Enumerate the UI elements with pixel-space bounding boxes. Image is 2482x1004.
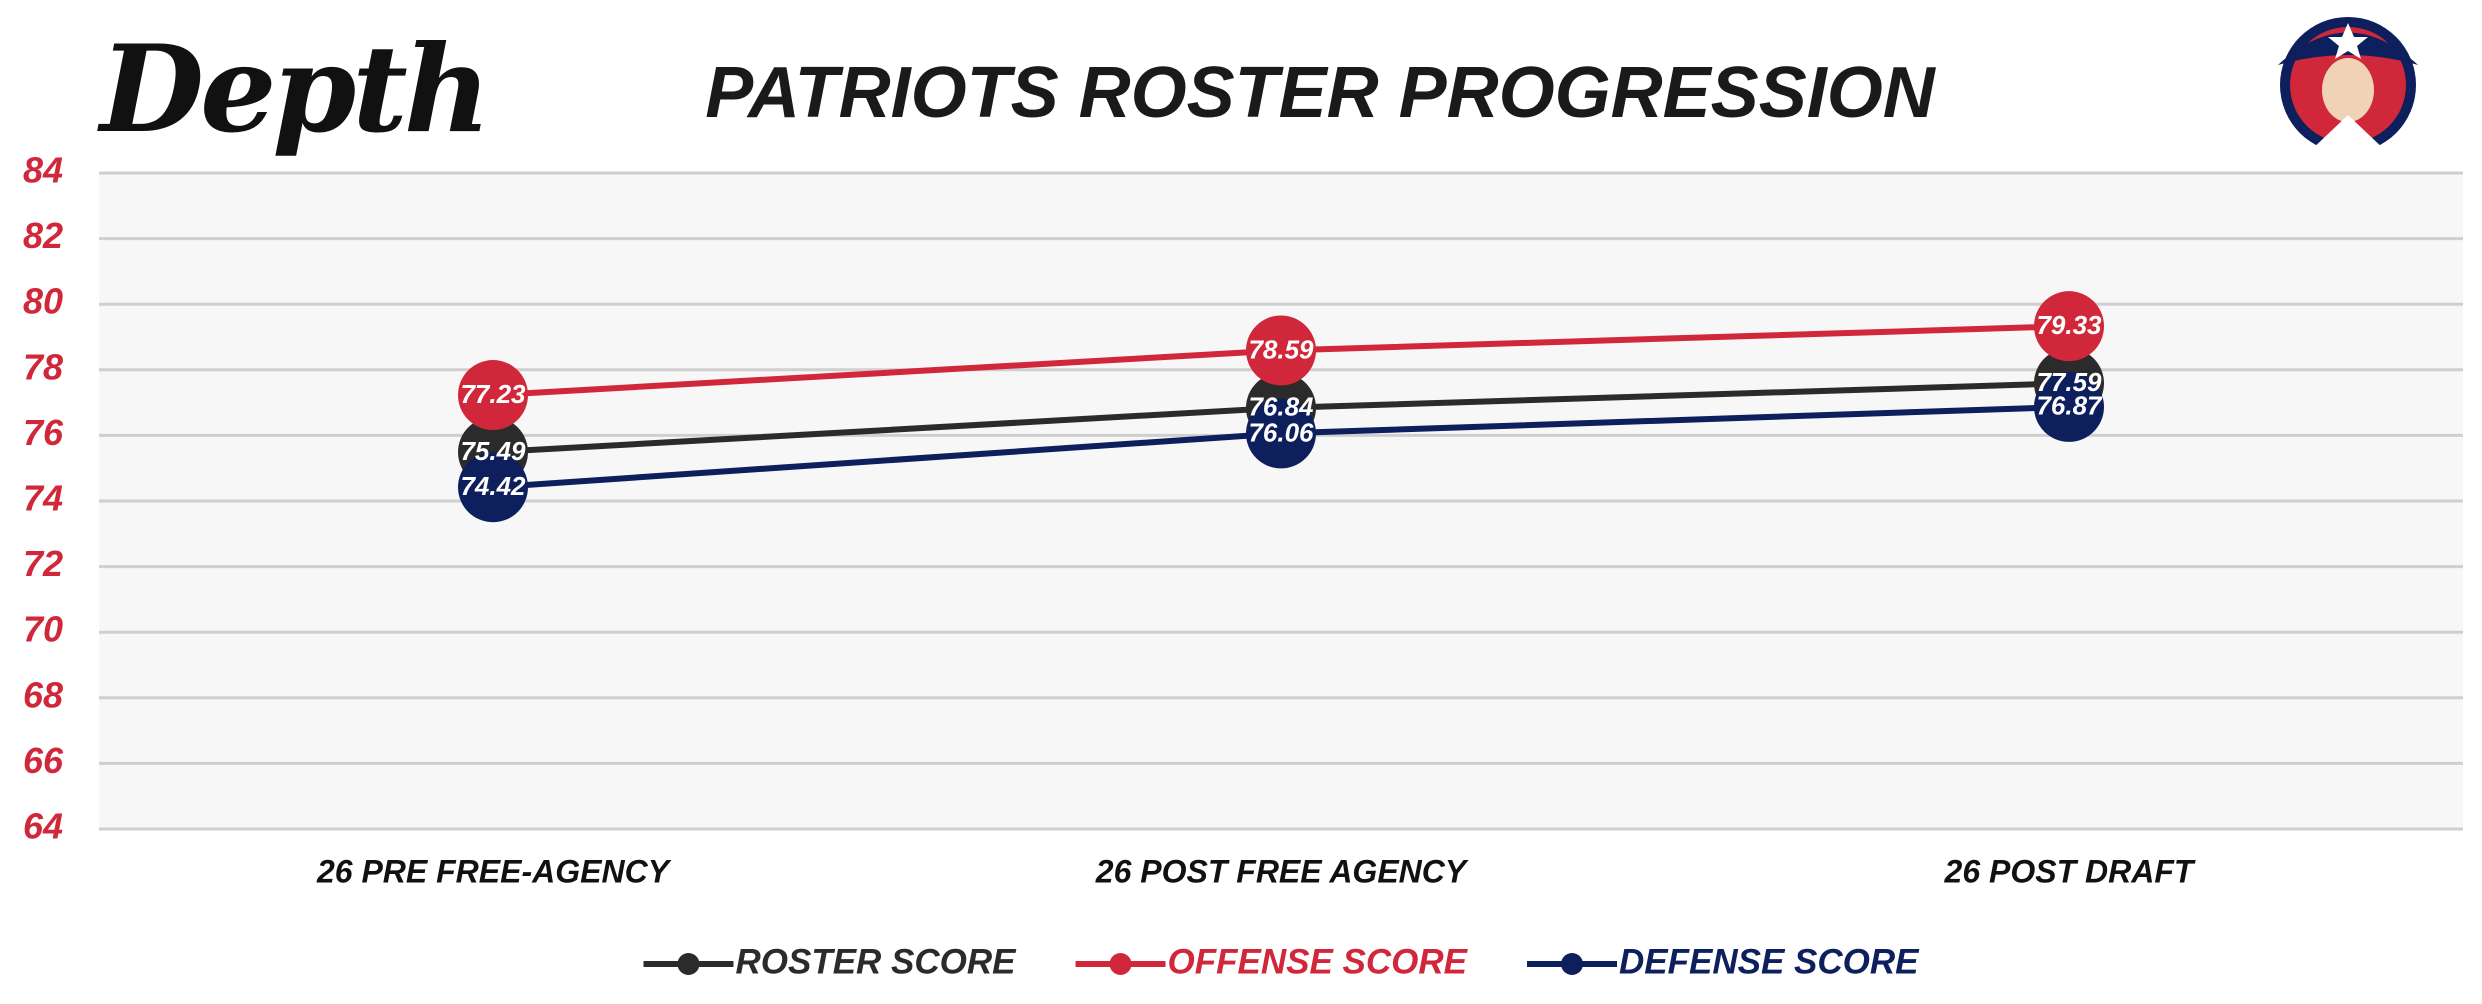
y-tick-label: 70 xyxy=(23,609,63,650)
point-marker xyxy=(2034,371,2104,442)
data-label: 76.87 xyxy=(2036,391,2103,421)
data-label: 76.84 xyxy=(1248,392,1314,422)
data-label: 74.42 xyxy=(460,471,526,501)
legend-label: DEFENSE SCORE xyxy=(1619,942,1920,981)
legend-marker xyxy=(1561,953,1584,975)
legend: ROSTER SCORE OFFENSE SCORE DEFENSE SCORE xyxy=(643,942,1920,981)
logo: Depth xyxy=(97,19,487,160)
y-tick-label: 82 xyxy=(23,215,63,256)
y-tick-label: 84 xyxy=(23,150,63,191)
point-marker xyxy=(1246,315,1316,386)
y-tick-label: 66 xyxy=(23,740,64,781)
data-label: 76.06 xyxy=(1248,417,1314,447)
y-tick-label: 64 xyxy=(23,806,63,847)
x-tick-label: 26 POST DRAFT xyxy=(1944,853,2196,889)
x-tick-label: 26 PRE FREE-AGENCY xyxy=(316,853,672,889)
point-marker xyxy=(2034,291,2104,362)
data-label: 79.33 xyxy=(2036,310,2102,340)
x-tick-label: 26 POST FREE AGENCY xyxy=(1095,853,1469,889)
point-marker xyxy=(458,360,528,431)
chart-title: PATRIOTS ROSTER PROGRESSION xyxy=(705,53,1936,133)
y-tick-label: 68 xyxy=(23,674,63,715)
y-tick-label: 78 xyxy=(23,346,63,387)
data-label: 78.59 xyxy=(1248,334,1314,364)
data-label: 77.23 xyxy=(460,379,526,409)
data-label: 77.59 xyxy=(2036,367,2102,397)
y-tick-label: 80 xyxy=(23,281,63,322)
legend-marker xyxy=(677,953,700,975)
y-tick-label: 76 xyxy=(23,412,64,453)
y-tick-label: 72 xyxy=(23,543,63,584)
mascot-icon xyxy=(2278,17,2418,153)
legend-label: ROSTER SCORE xyxy=(735,942,1017,981)
y-tick-label: 74 xyxy=(23,478,63,519)
legend-label: OFFENSE SCORE xyxy=(1168,942,1469,981)
point-marker xyxy=(1246,398,1316,469)
data-label: 75.49 xyxy=(460,436,526,466)
legend-marker xyxy=(1109,953,1132,975)
point-marker xyxy=(458,452,528,523)
